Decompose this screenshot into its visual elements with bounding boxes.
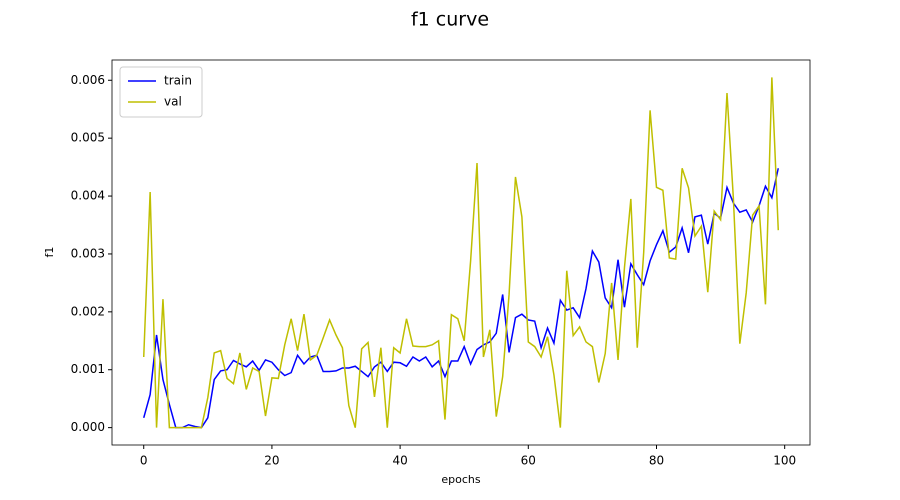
y-tick-label: 0.002 <box>71 304 105 318</box>
line-series <box>143 168 780 429</box>
x-tick-label: 20 <box>264 454 279 468</box>
x-tick-label: 60 <box>521 454 536 468</box>
plot-frame <box>111 59 811 446</box>
y-tick-label: 0.003 <box>71 246 105 260</box>
x-tick-label: 40 <box>392 454 407 468</box>
legend-label: train <box>164 74 192 88</box>
y-tick-label: 0.005 <box>71 131 105 145</box>
x-tick-label: 80 <box>649 454 664 468</box>
y-tick-label: 0.001 <box>71 362 105 376</box>
y-tick-label: 0.000 <box>71 420 105 434</box>
x-tick-label: 0 <box>140 454 148 468</box>
legend-label: val <box>164 95 182 109</box>
y-tick-label: 0.006 <box>71 73 105 87</box>
x-tick-label: 100 <box>773 454 796 468</box>
chart-title: f1 curve <box>411 9 489 31</box>
line-series <box>142 77 780 429</box>
legend-box <box>119 66 203 118</box>
y-axis-label: f1 <box>43 247 56 258</box>
y-tick-label: 0.004 <box>71 189 105 203</box>
x-axis-label: epochs <box>441 473 480 486</box>
